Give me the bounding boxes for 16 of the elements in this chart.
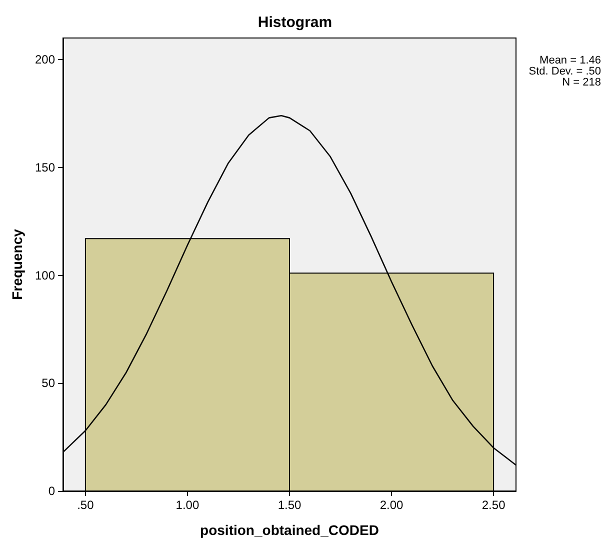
y-tick-label: 100 (34, 268, 56, 282)
y-tick-label: 0 (48, 484, 56, 498)
text: Std. Dev. = .50 (528, 66, 602, 78)
x-axis-title: position_obtained_CODED (200, 522, 379, 538)
x-tick-label: 1.00 (176, 498, 200, 512)
x-tick-label: .50 (77, 498, 94, 512)
y-tick-label: 50 (42, 376, 56, 390)
y-tick-label: 200 (34, 52, 56, 67)
y-tick-label: 150 (34, 160, 56, 174)
text: Mean = 1.46 (540, 54, 602, 66)
x-tick-label: 1.50 (278, 498, 302, 512)
x-tick-label: 2.50 (482, 498, 506, 512)
y-axis-title: Frequency (9, 228, 26, 300)
x-tick-label: 2.00 (380, 498, 404, 512)
chart-title: Histogram (258, 14, 332, 31)
text: N = 218 (562, 76, 602, 88)
